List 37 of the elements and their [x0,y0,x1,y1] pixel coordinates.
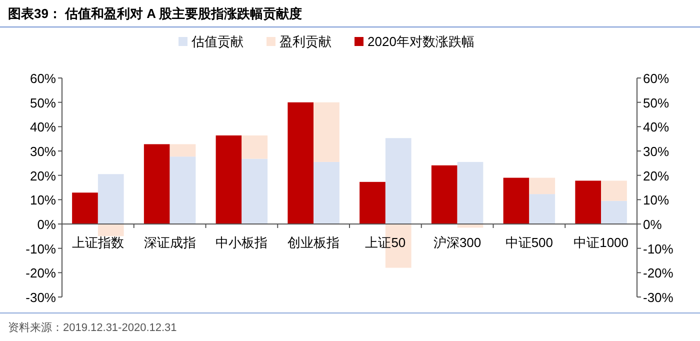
y-tick-label: 20% [30,168,56,184]
y-tick-label: 60% [30,71,56,86]
x-tick-label: 上证50 [365,235,406,250]
x-tick-label: 沪深300 [433,235,482,250]
y2-tick-label: -10% [643,241,674,256]
y2-tick-label: 0% [643,217,662,232]
legend-label: 估值贡献 [190,34,244,49]
chart-title: 图表39： 估值和盈利对 A 股主要股指涨跌幅贡献度 [8,6,302,21]
x-tick-label: 深证成指 [144,235,196,250]
y-tick-label: 0% [37,217,56,232]
bar [170,144,196,157]
bar [385,138,412,224]
legend-label: 盈利贡献 [280,34,332,49]
bar [98,224,124,236]
y2-tick-label: -20% [643,266,674,281]
y2-tick-label: 60% [643,71,670,86]
y2-tick-label: -30% [643,290,674,305]
x-tick-label: 中证500 [505,235,554,250]
y-tick-label: -10% [26,241,56,256]
legend-label: 2020年对数涨跌幅 [368,34,474,49]
bar [242,135,268,159]
y-tick-label: -20% [26,266,56,281]
y2-tick-label: 10% [643,192,670,208]
y-tick-label: 30% [30,144,56,159]
y2-tick-label: 30% [643,144,670,159]
y2-tick-label: 20% [643,168,670,184]
x-tick-label: 中小板指 [216,235,268,250]
y-tick-label: -30% [26,290,56,305]
y2-tick-label: 50% [643,95,670,110]
y-tick-label: 50% [30,95,56,110]
x-tick-label: 上证指数 [72,235,124,250]
x-tick-label: 创业板指 [288,235,340,250]
text: 资料来源：2019.12.31-2020.12.31 [8,321,177,334]
y2-tick-label: 40% [643,120,670,135]
y-tick-label: 10% [30,192,56,208]
x-tick-label: 中证1000 [574,235,629,250]
y-tick-label: 40% [30,120,56,135]
